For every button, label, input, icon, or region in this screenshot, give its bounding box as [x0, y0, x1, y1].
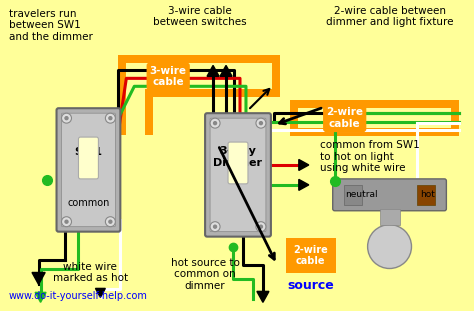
Text: travelers run
between SW1
and the dimmer: travelers run between SW1 and the dimmer [9, 9, 92, 42]
FancyBboxPatch shape [127, 63, 145, 135]
Circle shape [214, 122, 217, 125]
FancyBboxPatch shape [210, 118, 266, 232]
FancyBboxPatch shape [127, 63, 272, 89]
Text: neutral: neutral [346, 190, 378, 199]
FancyBboxPatch shape [286, 238, 336, 273]
Polygon shape [220, 65, 232, 77]
Circle shape [109, 117, 112, 120]
FancyBboxPatch shape [79, 137, 99, 179]
Circle shape [210, 118, 220, 128]
FancyBboxPatch shape [418, 185, 436, 205]
Circle shape [105, 217, 115, 227]
Circle shape [210, 222, 220, 232]
Circle shape [65, 117, 68, 120]
Text: 2-wire
cable: 2-wire cable [293, 245, 328, 266]
FancyBboxPatch shape [333, 179, 447, 211]
FancyBboxPatch shape [228, 142, 248, 184]
Text: 2-wire
cable: 2-wire cable [326, 107, 363, 129]
Polygon shape [35, 292, 46, 302]
Text: 3-wire cable
between switches: 3-wire cable between switches [153, 6, 247, 27]
Text: 3-wire
cable: 3-wire cable [150, 66, 187, 87]
FancyBboxPatch shape [205, 113, 271, 237]
Circle shape [214, 225, 217, 228]
Text: 2-wire cable between
dimmer and light fixture: 2-wire cable between dimmer and light fi… [326, 6, 453, 27]
Text: white wire
marked as hot: white wire marked as hot [53, 262, 128, 283]
Text: common: common [67, 198, 109, 208]
Polygon shape [299, 160, 309, 170]
Text: 3-way
Dimmer: 3-way Dimmer [213, 146, 263, 168]
Circle shape [259, 122, 263, 125]
FancyBboxPatch shape [298, 108, 451, 128]
Text: common from SW1
to hot on light
using white wire: common from SW1 to hot on light using wh… [320, 140, 419, 173]
Circle shape [368, 225, 411, 268]
Circle shape [62, 217, 72, 227]
FancyBboxPatch shape [62, 113, 115, 227]
Circle shape [256, 118, 266, 128]
Polygon shape [207, 65, 219, 77]
Text: hot source to
common on
dimmer: hot source to common on dimmer [171, 258, 239, 291]
Circle shape [256, 222, 266, 232]
Text: source: source [287, 280, 334, 292]
Circle shape [62, 113, 72, 123]
Polygon shape [95, 288, 105, 297]
Polygon shape [299, 179, 309, 190]
FancyBboxPatch shape [56, 108, 120, 232]
Circle shape [65, 220, 68, 223]
Circle shape [109, 220, 112, 223]
FancyBboxPatch shape [118, 55, 153, 135]
Text: www.do-it-yourself-help.com: www.do-it-yourself-help.com [9, 291, 147, 301]
Polygon shape [32, 272, 45, 285]
FancyBboxPatch shape [118, 55, 280, 97]
FancyBboxPatch shape [344, 185, 362, 205]
Circle shape [259, 225, 263, 228]
FancyBboxPatch shape [290, 100, 459, 136]
Polygon shape [257, 291, 269, 302]
Text: hot: hot [420, 190, 435, 199]
FancyBboxPatch shape [380, 209, 400, 225]
Text: SW1: SW1 [74, 147, 102, 157]
Circle shape [105, 113, 115, 123]
